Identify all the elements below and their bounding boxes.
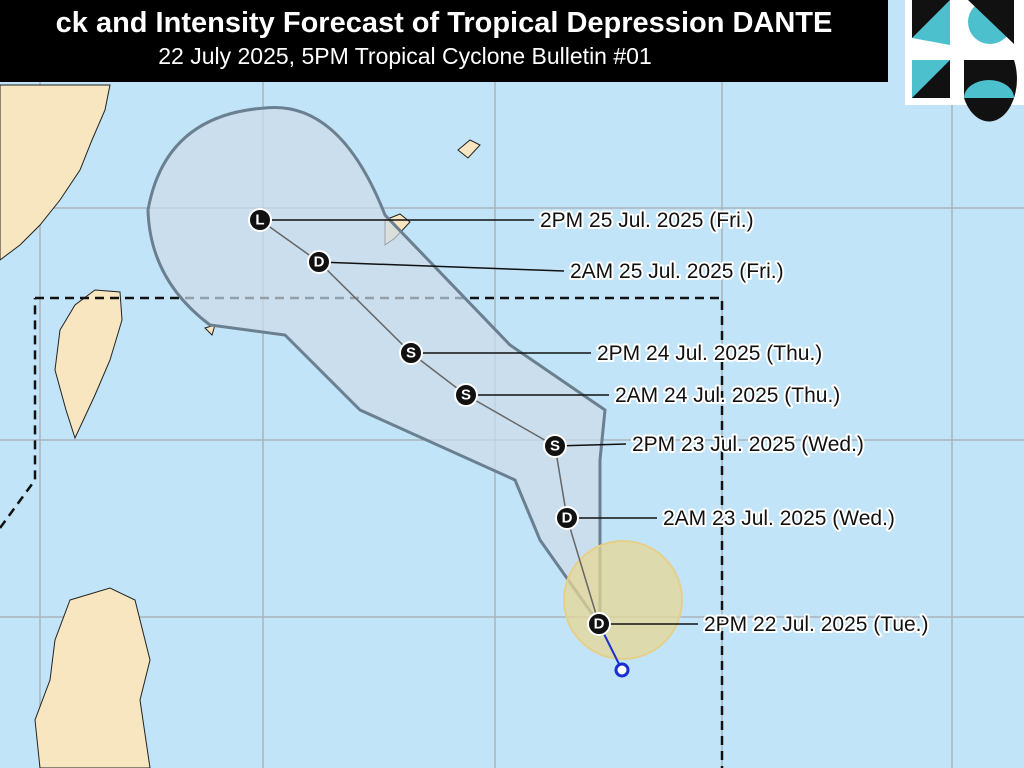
logo	[905, 0, 1024, 122]
intensity-marker: D	[562, 510, 573, 527]
forecast-cone	[146, 105, 607, 630]
wind-radius	[563, 540, 683, 660]
intensity-marker: L	[255, 212, 264, 229]
forecast-label: 2PM 23 Jul. 2025 (Wed.)	[632, 433, 864, 456]
intensity-marker: S	[406, 345, 416, 362]
subtitle: 22 July 2025, 5PM Tropical Cyclone Bulle…	[158, 43, 652, 69]
forecast-label: 2AM 24 Jul. 2025 (Thu.)	[615, 384, 840, 407]
forecast-label: 2PM 24 Jul. 2025 (Thu.)	[597, 342, 822, 365]
header-bar	[0, 0, 888, 82]
par-boundary-west	[0, 298, 37, 529]
forecast-label: 2AM 25 Jul. 2025 (Fri.)	[570, 260, 784, 283]
track-point	[399, 341, 423, 365]
forecast-label: 2AM 23 Jul. 2025 (Wed.)	[663, 507, 895, 530]
intensity-marker: D	[314, 254, 325, 271]
track-point	[587, 612, 611, 636]
track-point	[307, 250, 331, 274]
current-position	[614, 662, 630, 678]
track-point	[543, 434, 567, 458]
track-point	[555, 506, 579, 530]
intensity-marker: D	[594, 616, 605, 633]
intensity-marker: S	[461, 387, 471, 404]
title: ck and Intensity Forecast of Tropical De…	[56, 7, 833, 39]
intensity-marker: S	[550, 438, 560, 455]
track-point	[454, 383, 478, 407]
track-point	[248, 208, 272, 232]
land	[0, 84, 481, 768]
forecast-label: 2PM 25 Jul. 2025 (Fri.)	[540, 209, 754, 232]
leader-line	[318, 261, 565, 272]
forecast-label: 2PM 22 Jul. 2025 (Tue.)	[704, 613, 929, 636]
